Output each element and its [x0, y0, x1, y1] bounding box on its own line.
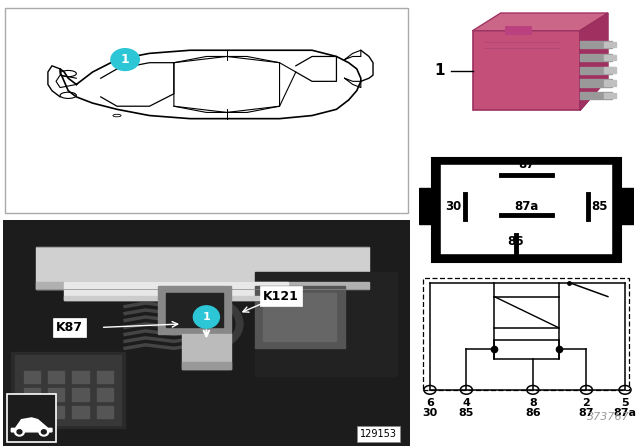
Text: 87a: 87a	[614, 408, 637, 418]
Bar	[97, 406, 113, 418]
Text: 373767: 373767	[587, 413, 629, 422]
Bar	[494, 297, 559, 327]
Text: 87: 87	[579, 408, 594, 418]
Bar	[24, 371, 40, 383]
Bar	[494, 340, 559, 359]
Bar	[166, 293, 223, 327]
Text: 87: 87	[518, 158, 534, 172]
Bar	[72, 406, 88, 418]
Text: K87: K87	[56, 321, 83, 334]
Bar	[182, 334, 231, 369]
Bar	[604, 80, 616, 86]
Text: 86: 86	[508, 235, 524, 249]
Ellipse shape	[194, 306, 235, 341]
Bar	[24, 388, 40, 401]
Text: 8: 8	[529, 398, 537, 408]
Text: 85: 85	[459, 408, 474, 418]
Circle shape	[193, 306, 220, 328]
Bar	[48, 406, 64, 418]
Bar	[182, 362, 231, 369]
Circle shape	[42, 430, 46, 434]
Bar	[7, 393, 56, 442]
Polygon shape	[12, 418, 52, 432]
Circle shape	[111, 49, 140, 70]
Text: 30: 30	[422, 408, 438, 418]
Bar	[441, 165, 612, 254]
Bar	[48, 371, 64, 383]
Text: 4: 4	[463, 398, 470, 408]
Bar	[580, 54, 612, 61]
Bar	[432, 158, 621, 262]
Text: 2: 2	[582, 398, 590, 408]
Text: 87a: 87a	[514, 199, 539, 213]
Text: 1: 1	[121, 53, 129, 66]
Bar	[36, 282, 369, 289]
Bar	[604, 67, 616, 73]
Text: 6: 6	[426, 398, 434, 408]
Text: 1: 1	[435, 63, 445, 78]
Bar	[580, 79, 612, 86]
Bar	[97, 371, 113, 383]
Text: 30: 30	[445, 199, 461, 213]
Bar	[604, 55, 616, 60]
Bar	[255, 272, 397, 376]
Ellipse shape	[186, 300, 243, 348]
Polygon shape	[580, 13, 608, 111]
Bar	[580, 92, 612, 99]
Bar	[580, 67, 612, 74]
Bar	[263, 293, 337, 341]
Bar	[24, 406, 40, 418]
Bar	[157, 286, 231, 334]
Bar	[12, 352, 125, 428]
Bar	[64, 282, 288, 300]
Bar	[473, 30, 580, 111]
Bar	[255, 286, 344, 348]
Text: 1: 1	[202, 312, 211, 322]
Bar	[419, 188, 438, 224]
Text: 85: 85	[591, 199, 607, 213]
Bar	[64, 296, 288, 300]
Bar	[505, 26, 531, 34]
Bar	[614, 188, 634, 224]
Text: 5: 5	[621, 398, 629, 408]
Circle shape	[15, 428, 24, 436]
Bar	[72, 371, 88, 383]
Bar	[48, 388, 64, 401]
Bar	[424, 278, 629, 390]
Bar	[97, 388, 113, 401]
Bar	[580, 41, 612, 48]
Circle shape	[39, 428, 49, 436]
Bar	[604, 42, 616, 47]
Polygon shape	[473, 13, 608, 30]
Bar	[72, 388, 88, 401]
Bar	[15, 355, 121, 425]
Bar	[36, 247, 369, 289]
Text: 86: 86	[525, 408, 541, 418]
Text: 129153: 129153	[360, 429, 397, 439]
Text: K121: K121	[263, 289, 299, 302]
Circle shape	[17, 430, 22, 434]
Bar	[604, 93, 616, 99]
